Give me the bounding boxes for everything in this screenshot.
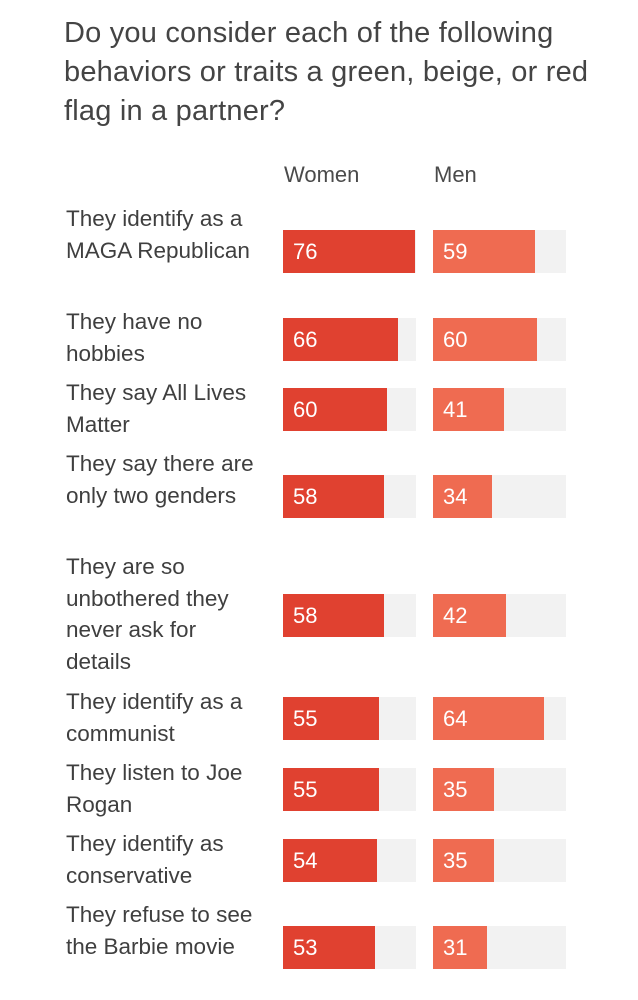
women-value-label: 55 (293, 777, 318, 802)
row-label: They say there are only two genders (66, 451, 254, 508)
row-label: They identify as a MAGA Republican (66, 206, 250, 263)
men-value-label: 31 (443, 935, 468, 960)
women-bar (283, 594, 384, 637)
women-value-label: 58 (293, 484, 318, 509)
men-bar (433, 594, 506, 637)
women-value-label: 55 (293, 706, 318, 731)
women-value-label: 66 (293, 327, 318, 352)
row-label: They refuse to see the Barbie movie (66, 902, 253, 959)
men-bar (433, 768, 494, 811)
men-value-label: 34 (443, 484, 468, 509)
women-value-label: 58 (293, 603, 318, 628)
row-label: They listen to Joe Rogan (66, 760, 243, 817)
row-label: They are so unbothered they never ask fo… (66, 554, 229, 674)
men-value-label: 35 (443, 777, 468, 802)
women-bar (283, 697, 379, 740)
chart-title: Do you consider each of the following be… (64, 17, 589, 127)
men-value-label: 64 (443, 706, 468, 731)
women-value-label: 76 (293, 239, 318, 264)
row-label: They have no hobbies (66, 309, 203, 366)
women-bar (283, 926, 375, 969)
women-bar (283, 318, 398, 361)
women-bar (283, 839, 377, 882)
women-bar (283, 230, 415, 273)
men-bar (433, 697, 544, 740)
men-bar (433, 475, 492, 518)
men-value-label: 41 (443, 397, 468, 422)
row-label: They say All Lives Matter (66, 380, 247, 437)
column-header-men: Men (434, 162, 477, 187)
women-bar (283, 475, 384, 518)
men-bar (433, 388, 504, 431)
row-label: They identify as conservative (66, 831, 224, 888)
men-value-label: 42 (443, 603, 468, 628)
men-value-label: 59 (443, 239, 468, 264)
men-bar (433, 926, 487, 969)
women-value-label: 54 (293, 848, 318, 873)
women-value-label: 60 (293, 397, 318, 422)
women-bar (283, 768, 379, 811)
column-header-women: Women (284, 162, 360, 187)
men-value-label: 35 (443, 848, 468, 873)
men-bar (433, 839, 494, 882)
women-value-label: 53 (293, 935, 318, 960)
men-bar (433, 318, 537, 361)
women-bar (283, 388, 387, 431)
men-bar (433, 230, 535, 273)
men-value-label: 60 (443, 327, 468, 352)
row-label: They identify as a communist (66, 689, 243, 746)
